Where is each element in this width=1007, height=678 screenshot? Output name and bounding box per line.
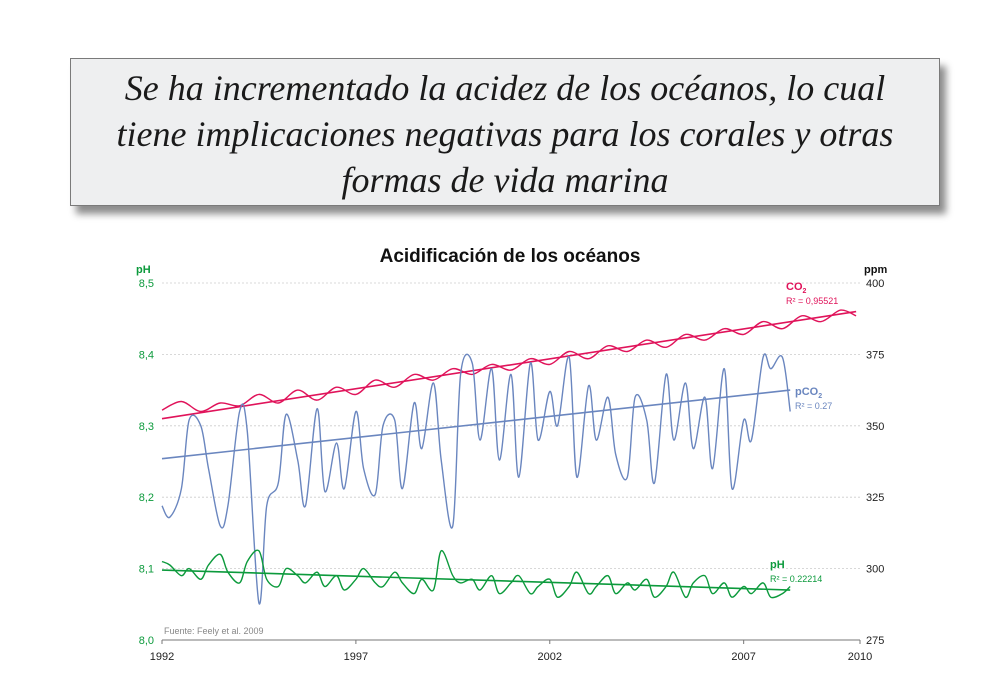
- x-tick-label: 2002: [538, 651, 562, 663]
- ph-series-line: [161, 549, 791, 599]
- headline-line-2: tiene implicaciones negativas para los c…: [116, 114, 894, 154]
- right-tick-label: 325: [866, 492, 884, 504]
- headline-line-1: Se ha incrementado la acidez de los océa…: [124, 68, 886, 108]
- left-tick-label: 8,3: [139, 421, 154, 433]
- headline-line-3: formas de vida marina: [341, 160, 669, 200]
- right-tick-label: 375: [866, 349, 884, 361]
- left-tick-label: 8,0: [139, 635, 154, 647]
- ph-series-label: pH R² = 0.22214: [770, 559, 822, 584]
- right-tick-label: 300: [866, 564, 884, 576]
- pco2-label-text: pCO2: [795, 386, 822, 400]
- chart-title: Acidificación de los océanos: [380, 246, 641, 267]
- x-tick-label: 2010: [848, 651, 872, 663]
- headline-banner: Se ha incrementado la acidez de los océa…: [70, 58, 940, 206]
- co2-trend-line: [161, 310, 857, 420]
- right-tick-label: 275: [866, 635, 884, 647]
- left-axis-label: pH: [136, 264, 151, 276]
- left-tick-label: 8,4: [139, 349, 154, 361]
- x-tick-label: 2007: [731, 651, 755, 663]
- left-tick-label: 8,2: [139, 492, 154, 504]
- source-note: Fuente: Feely et al. 2009: [164, 626, 264, 636]
- co2-label-text: CO2: [786, 281, 807, 295]
- left-axis-ticks: 8,5 8,4 8,3 8,2 8,1 8,0: [139, 278, 154, 647]
- ph-r2-label: R² = 0.22214: [770, 574, 822, 584]
- gridlines: [162, 282, 860, 569]
- pco2-series-line: [161, 353, 791, 605]
- ph-trend-line: [161, 569, 791, 591]
- headline-text: Se ha incrementado la acidez de los océa…: [71, 65, 939, 203]
- pco2-r2-label: R² = 0.27: [795, 401, 832, 411]
- right-axis-ticks: 400 375 350 325 300 275: [866, 278, 884, 647]
- left-tick-label: 8,5: [139, 278, 154, 290]
- pco2-trend-line: [161, 389, 791, 460]
- ph-label-text: pH: [770, 559, 785, 571]
- co2-r2-label: R² = 0,95521: [786, 296, 838, 306]
- right-tick-label: 350: [866, 421, 884, 433]
- x-tick-label: 1997: [344, 651, 368, 663]
- left-tick-label: 8,1: [139, 564, 154, 576]
- x-tick-label: 1992: [150, 651, 174, 663]
- co2-series-line: [161, 309, 857, 413]
- right-axis-label: ppm: [864, 264, 887, 276]
- x-axis-ticks: 1992 1997 2002 2007 2010: [150, 640, 872, 663]
- right-tick-label: 400: [866, 278, 884, 290]
